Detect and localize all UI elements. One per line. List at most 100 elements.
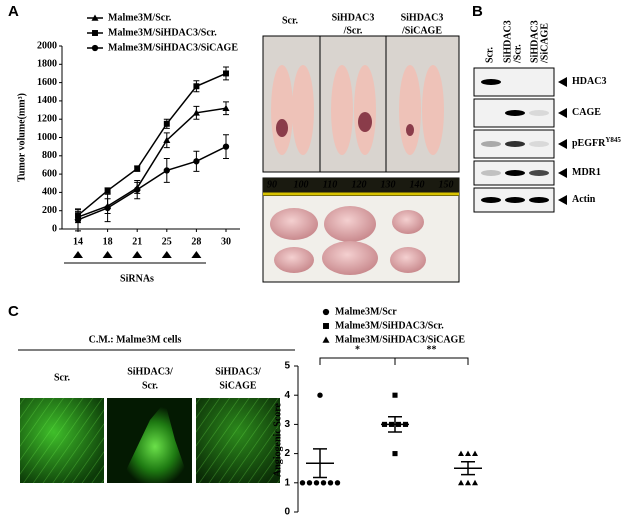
legend-label: Malme3M/Scr (335, 306, 397, 317)
micrograph-texture (196, 398, 280, 483)
y-tick-label: 200 (42, 205, 57, 216)
blot-row-label: MDR1 (572, 167, 601, 178)
y-tick-label: 800 (42, 150, 57, 161)
marker (92, 30, 98, 36)
image-label: Scr. (54, 372, 71, 383)
marker (320, 480, 327, 486)
blot-column-label: /SiCAGE (539, 23, 550, 64)
sem-bar (313, 448, 327, 479)
blot-row-text: pEGFR (572, 138, 606, 149)
marker (104, 204, 111, 212)
x-tick-label: 18 (103, 236, 113, 247)
y-tick-label: 2 (284, 448, 290, 459)
y-axis-label: Angiogenic Score (272, 402, 283, 477)
marker (74, 216, 82, 224)
significance-label: * (355, 344, 360, 355)
y-tick-label: 5 (284, 361, 290, 372)
photo-label: Scr. (282, 15, 299, 26)
marker (91, 44, 99, 52)
blot-row-label: HDAC3 (572, 76, 606, 87)
y-tick-label: 3 (284, 419, 290, 430)
marker (327, 480, 334, 486)
legend-label: Malme3M/SiHDAC3/SiCAGE (108, 42, 238, 53)
blot-column-label: /Scr. (512, 44, 523, 64)
y-tick-label: 1 (284, 477, 290, 488)
ruler-number: 140 (410, 179, 425, 190)
y-axis-label: Tumor volume(mm³) (16, 93, 27, 182)
series-line (77, 72, 227, 216)
legend-label: Malme3M/SiHDAC3/Scr. (108, 27, 217, 38)
blot-band (529, 110, 549, 116)
series (75, 66, 229, 222)
series-line (77, 107, 227, 218)
photo-label: SiHDAC3 (332, 12, 375, 23)
micrograph-texture (20, 398, 104, 483)
marker (163, 136, 171, 144)
y-tick-label: 0 (52, 223, 57, 234)
ruler-number: 120 (352, 179, 367, 190)
x-tick-label: 28 (191, 236, 201, 247)
marker (222, 104, 230, 112)
marker (317, 392, 323, 398)
marker (193, 158, 200, 165)
section-title: C.M.: Malme3M cells (89, 334, 182, 345)
marker (465, 450, 471, 456)
ruler-number: 110 (323, 179, 337, 190)
y-tick-label: 400 (42, 187, 57, 198)
marker (322, 336, 330, 343)
image-label: SiCAGE (219, 380, 257, 391)
marker (163, 120, 170, 127)
marker (458, 450, 464, 456)
tumor-spot (276, 112, 414, 137)
ruler (263, 178, 459, 196)
blot-band (505, 141, 525, 147)
marker (104, 187, 111, 194)
y-tick-label: 1800 (37, 59, 57, 70)
x-tick-label: 14 (73, 236, 83, 247)
x-tick-label: 30 (221, 236, 231, 247)
micrograph-structure (120, 402, 190, 483)
marker (134, 165, 141, 172)
marker (334, 480, 341, 486)
legend-label: Malme3M/SiHDAC3/Scr. (335, 320, 444, 331)
significance-bracket (394, 357, 469, 365)
blot-band (505, 197, 525, 203)
image-label: SiHDAC3/ (215, 366, 261, 377)
blot (473, 67, 555, 213)
group (454, 450, 482, 486)
marker (323, 323, 329, 329)
marker (306, 480, 313, 486)
blot-band (481, 170, 501, 176)
series (74, 101, 230, 224)
blot-column-label: Scr. (484, 46, 495, 63)
blot-row-text: CAGE (572, 107, 601, 118)
blot-band (481, 197, 501, 203)
blot-row-label: pEGFRY845 (572, 136, 621, 150)
blot-band (505, 170, 525, 176)
group (381, 392, 409, 457)
marker (299, 480, 306, 486)
marker (193, 83, 200, 90)
y-tick-label: 1000 (37, 132, 57, 143)
marker (134, 186, 141, 193)
marker (322, 308, 330, 316)
blot-row-label: Actin (572, 194, 596, 205)
series-line (77, 145, 227, 221)
blot-band (529, 170, 549, 176)
blot-row-text: Actin (572, 194, 596, 205)
tumors (270, 206, 426, 275)
marker (472, 450, 478, 456)
legend-label: Malme3M/SiHDAC3/SiCAGE (335, 334, 465, 345)
x-tick-label: 25 (162, 236, 172, 247)
y-tick-label: 0 (284, 507, 290, 518)
blot-row-text: HDAC3 (572, 76, 606, 87)
marker (192, 109, 200, 116)
blot-row-superscript: Y845 (605, 136, 621, 144)
photo-label: /SiCAGE (401, 25, 442, 36)
blot-arrow (558, 139, 567, 149)
significance-label: ** (427, 344, 437, 355)
blot-column-label: SiHDAC3 (502, 20, 513, 63)
panel-label: A (8, 3, 19, 20)
